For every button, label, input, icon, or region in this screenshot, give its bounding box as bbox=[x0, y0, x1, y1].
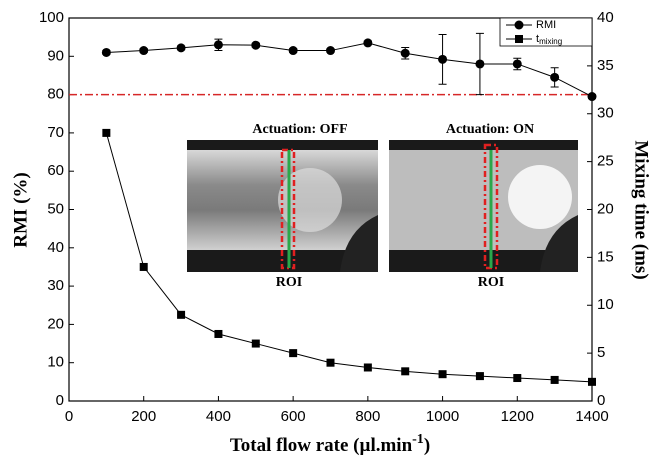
y-tick-label: 80 bbox=[47, 86, 64, 103]
y-tick-label: 10 bbox=[47, 354, 64, 371]
marker bbox=[288, 46, 298, 56]
y-axis-title: RMI (%) bbox=[10, 172, 31, 247]
marker bbox=[326, 358, 335, 367]
legend-label-sub: mixing bbox=[539, 37, 562, 46]
legend-label-text: t bbox=[536, 33, 539, 45]
marker bbox=[139, 262, 148, 271]
x-tick-label: 1400 bbox=[575, 408, 608, 425]
x-tick-label: 1000 bbox=[426, 408, 459, 425]
marker bbox=[213, 40, 223, 50]
image-off bbox=[187, 140, 378, 272]
y-tick-label: 30 bbox=[47, 277, 64, 294]
marker bbox=[251, 339, 260, 348]
marker bbox=[289, 349, 298, 358]
y2-tick-label: 25 bbox=[597, 153, 614, 170]
y-tick-label: 90 bbox=[47, 47, 64, 64]
y2-tick-label: 0 bbox=[597, 392, 605, 409]
marker bbox=[102, 128, 111, 137]
series-line bbox=[105, 132, 593, 383]
marker bbox=[101, 47, 111, 57]
y2-tick-label: 20 bbox=[597, 200, 614, 217]
x-tick-label: 0 bbox=[65, 408, 73, 425]
y-tick-label: 70 bbox=[47, 124, 64, 141]
y-tick-label: 60 bbox=[47, 162, 64, 179]
x-tick-label: 1200 bbox=[501, 408, 534, 425]
y-tick-label: 0 bbox=[56, 392, 64, 409]
legend-label-text: RMI bbox=[536, 19, 556, 31]
y-tick-label: 100 bbox=[39, 9, 64, 26]
marker bbox=[438, 54, 448, 64]
marker bbox=[587, 92, 597, 102]
marker bbox=[139, 46, 149, 56]
marker bbox=[475, 59, 485, 69]
y-tick-label: 20 bbox=[47, 315, 64, 332]
marker bbox=[214, 329, 223, 338]
marker bbox=[177, 310, 186, 319]
x-tick-label: 400 bbox=[206, 408, 231, 425]
marker bbox=[363, 363, 372, 372]
y2-tick-label: 5 bbox=[597, 344, 605, 361]
image-on bbox=[389, 140, 578, 272]
marker bbox=[588, 377, 596, 386]
legend-label: tmixing bbox=[536, 33, 562, 46]
x-axis-title-sup: -1 bbox=[412, 432, 424, 447]
y-tick-label: 40 bbox=[47, 239, 64, 256]
marker bbox=[176, 43, 186, 53]
y2-tick-label: 10 bbox=[597, 296, 614, 313]
marker bbox=[514, 20, 524, 30]
marker bbox=[475, 372, 484, 381]
marker bbox=[326, 46, 335, 56]
marker bbox=[512, 59, 522, 69]
y2-tick-label: 30 bbox=[597, 105, 614, 122]
marker bbox=[251, 40, 261, 50]
annotation: ROI bbox=[478, 275, 504, 290]
legend-label: RMI bbox=[536, 19, 556, 31]
marker bbox=[363, 38, 373, 48]
y2-axis-title: Mixing time (ms) bbox=[631, 140, 652, 279]
y2-tick-label: 15 bbox=[597, 248, 614, 265]
y-tick-label: 50 bbox=[47, 200, 64, 217]
marker bbox=[550, 375, 559, 384]
x-tick-label: 200 bbox=[131, 408, 156, 425]
marker bbox=[400, 48, 410, 58]
annotation: ROI bbox=[276, 275, 302, 290]
x-axis-title: Total flow rate (µl.min-1) bbox=[230, 432, 430, 456]
x-axis-title-text: Total flow rate (µl.min bbox=[230, 435, 413, 456]
annotation: Actuation: ON bbox=[446, 122, 534, 137]
marker bbox=[550, 72, 560, 82]
series-line bbox=[106, 42, 593, 97]
x-tick-label: 600 bbox=[281, 408, 306, 425]
y2-tick-label: 40 bbox=[597, 9, 614, 26]
y2-tick-label: 35 bbox=[597, 57, 614, 74]
legend: RMI tmixing bbox=[499, 17, 593, 47]
x-axis-title-suffix: ) bbox=[424, 435, 430, 456]
annotation: Actuation: OFF bbox=[252, 122, 347, 137]
marker bbox=[438, 370, 447, 379]
marker bbox=[513, 374, 522, 383]
x-tick-label: 800 bbox=[355, 408, 380, 425]
marker bbox=[401, 367, 410, 376]
marker bbox=[515, 35, 523, 43]
